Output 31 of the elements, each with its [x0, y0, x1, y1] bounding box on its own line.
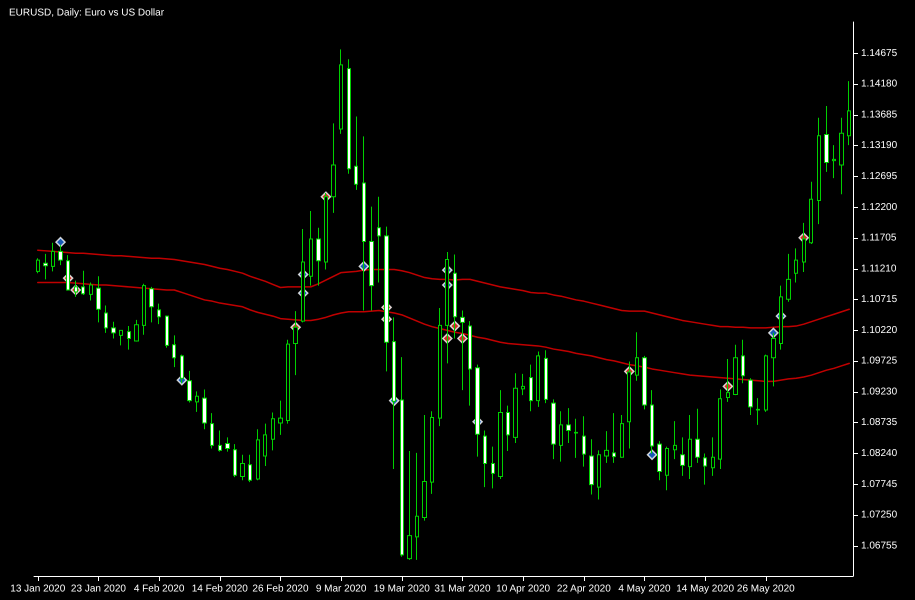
x-tick-label: 4 May 2020 [618, 584, 672, 594]
y-tick-label: 1.07745 [861, 478, 898, 490]
y-tick-label: 1.11705 [861, 232, 897, 244]
x-tick-label: 9 Mar 2020 [316, 584, 367, 594]
y-tick-label: 1.08735 [861, 417, 898, 428]
x-tick-label: 4 Feb 2020 [134, 584, 185, 594]
y-tick-label: 1.14180 [861, 78, 898, 90]
y-tick-label: 1.14675 [861, 48, 898, 59]
y-tick-label: 1.11210 [861, 263, 897, 274]
y-tick-label: 1.12200 [861, 202, 898, 213]
x-tick-label: 26 May 2020 [736, 584, 796, 594]
y-tick-label: 1.12695 [861, 171, 898, 182]
x-tick-label: 31 Mar 2020 [434, 584, 491, 594]
y-tick-label: 1.08240 [861, 448, 898, 460]
x-tick-label: 22 Apr 2020 [556, 584, 612, 594]
x-tick-label: 13 Jan 2020 [10, 584, 66, 594]
x-tick-label: 14 Feb 2020 [192, 584, 248, 594]
x-tick-label: 10 Apr 2020 [496, 584, 551, 594]
y-tick-label: 1.13190 [861, 140, 898, 152]
y-tick-label: 1.10715 [861, 294, 898, 306]
y-tick-label: 1.13685 [861, 109, 898, 120]
x-tick-label: 23 Jan 2020 [70, 584, 126, 594]
y-tick-label: 1.06755 [861, 540, 898, 552]
x-tick-label: 19 Mar 2020 [374, 584, 430, 594]
y-tick-label: 1.09230 [861, 386, 898, 398]
y-tick-label: 1.09725 [861, 356, 898, 367]
y-tick-label: 1.10220 [861, 324, 898, 336]
chart-title: EURUSD, Daily: Euro vs US Dollar [9, 8, 165, 18]
x-tick-label: 14 May 2020 [676, 584, 734, 594]
x-tick-label: 26 Feb 2020 [252, 584, 309, 594]
y-tick-label: 1.07250 [861, 510, 898, 521]
